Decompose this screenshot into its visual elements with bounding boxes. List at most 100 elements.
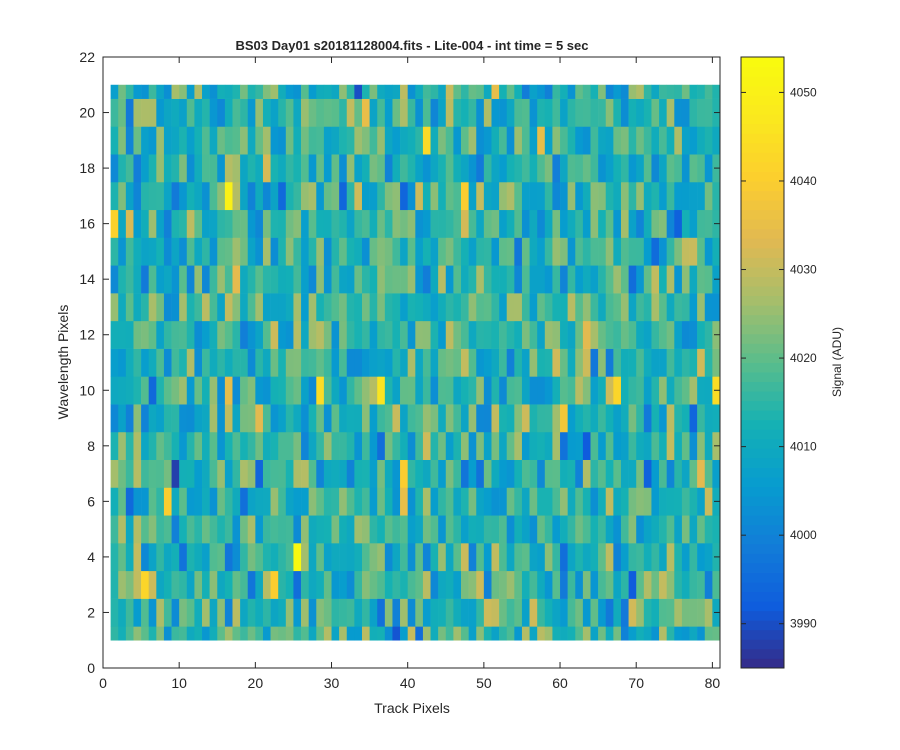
heatmap-cell (270, 543, 279, 572)
heatmap-cell (323, 431, 332, 460)
heatmap-cell (361, 376, 370, 405)
colorbar-label: Signal (ADU) (830, 327, 844, 397)
heatmap-cell (301, 570, 309, 599)
heatmap-cell (651, 376, 660, 405)
heatmap-cell (483, 154, 492, 183)
heatmap-cell (323, 515, 332, 544)
colorbar-segment (741, 171, 784, 182)
heatmap-cell (582, 459, 591, 488)
heatmap-cell (171, 237, 180, 266)
heatmap-cell (163, 98, 172, 127)
heatmap-cell (491, 404, 500, 433)
heatmap-cell (240, 84, 249, 99)
heatmap-cell (598, 84, 607, 99)
heatmap-cell (331, 376, 340, 405)
heatmap-cell (270, 459, 279, 488)
heatmap-cell (514, 348, 523, 377)
heatmap-cell (430, 209, 439, 238)
heatmap-cell (453, 154, 462, 183)
heatmap-cell (110, 376, 119, 405)
heatmap-cell (392, 181, 401, 211)
heatmap-cell (598, 598, 607, 627)
heatmap-cell (712, 404, 721, 433)
heatmap-cell (598, 431, 607, 460)
heatmap-cell (217, 459, 226, 488)
heatmap-cell (110, 181, 119, 211)
heatmap-cell (323, 265, 332, 294)
heatmap-cell (308, 487, 317, 516)
heatmap-cell (270, 126, 279, 155)
heatmap-cell (186, 487, 195, 516)
heatmap-cell (323, 376, 332, 405)
heatmap-cell (354, 84, 363, 99)
heatmap-cell (613, 376, 622, 405)
heatmap-cell (262, 154, 271, 183)
heatmap-cell (133, 293, 142, 322)
heatmap-cell (194, 209, 203, 238)
heatmap-cell (620, 515, 629, 544)
heatmap-cell (316, 126, 325, 155)
heatmap-cell (445, 98, 454, 127)
heatmap-cell (163, 237, 172, 266)
heatmap-cell (186, 376, 195, 405)
heatmap-cell (544, 515, 553, 544)
heatmap-cell (598, 404, 607, 433)
heatmap-cell (453, 515, 462, 544)
heatmap-cell (598, 209, 607, 238)
heatmap-cell (331, 84, 340, 99)
heatmap-cell (331, 98, 340, 127)
heatmap-cell (514, 598, 523, 627)
heatmap-cell (567, 376, 576, 405)
heatmap-cell (194, 376, 203, 405)
heatmap-cell (384, 265, 393, 294)
heatmap-cell (544, 598, 553, 627)
heatmap-cell (681, 570, 690, 599)
heatmap-cell (681, 626, 690, 641)
heatmap-cell (415, 431, 424, 460)
heatmap-cell (354, 431, 363, 460)
heatmap-cell (339, 181, 348, 211)
heatmap-cell (255, 320, 264, 349)
heatmap-cell (499, 515, 508, 544)
heatmap-cell (308, 376, 317, 405)
heatmap-cell (270, 348, 279, 377)
heatmap-cell (331, 570, 340, 599)
heatmap-cell (377, 626, 386, 641)
heatmap-cell (407, 431, 416, 460)
heatmap-cell (118, 570, 127, 599)
heatmap-cell (194, 84, 203, 99)
heatmap-cell (278, 515, 287, 544)
heatmap-cell (598, 320, 607, 349)
heatmap-cell (118, 209, 127, 238)
heatmap-cell (125, 626, 134, 641)
heatmap-cell (453, 265, 462, 294)
heatmap-cell (308, 181, 317, 211)
heatmap-cell (453, 626, 462, 641)
heatmap-cell (689, 237, 698, 266)
heatmap-cell (537, 598, 546, 627)
heatmap-cell (438, 598, 447, 627)
heatmap-cell (224, 181, 233, 211)
heatmap-cell (156, 209, 165, 238)
heatmap-cell (346, 376, 355, 405)
heatmap-cell (110, 154, 119, 183)
heatmap-cell (407, 320, 416, 349)
heatmap-cell (468, 487, 477, 516)
heatmap-cell (293, 543, 302, 572)
heatmap-cell (301, 598, 309, 627)
heatmap-cell (301, 487, 309, 516)
heatmap-cell (156, 515, 165, 544)
heatmap-cell (354, 487, 363, 516)
heatmap-cell (598, 98, 607, 127)
heatmap-cell (415, 543, 424, 572)
heatmap-cell (301, 126, 309, 155)
heatmap-cell (590, 459, 599, 488)
heatmap-cell (217, 181, 226, 211)
heatmap-cell (537, 487, 546, 516)
y-tick-label: 6 (87, 493, 95, 509)
heatmap-cell (361, 543, 370, 572)
heatmap-cell (575, 404, 584, 433)
heatmap-cell (681, 265, 690, 294)
heatmap-cell (697, 598, 706, 627)
heatmap-cell (240, 515, 249, 544)
